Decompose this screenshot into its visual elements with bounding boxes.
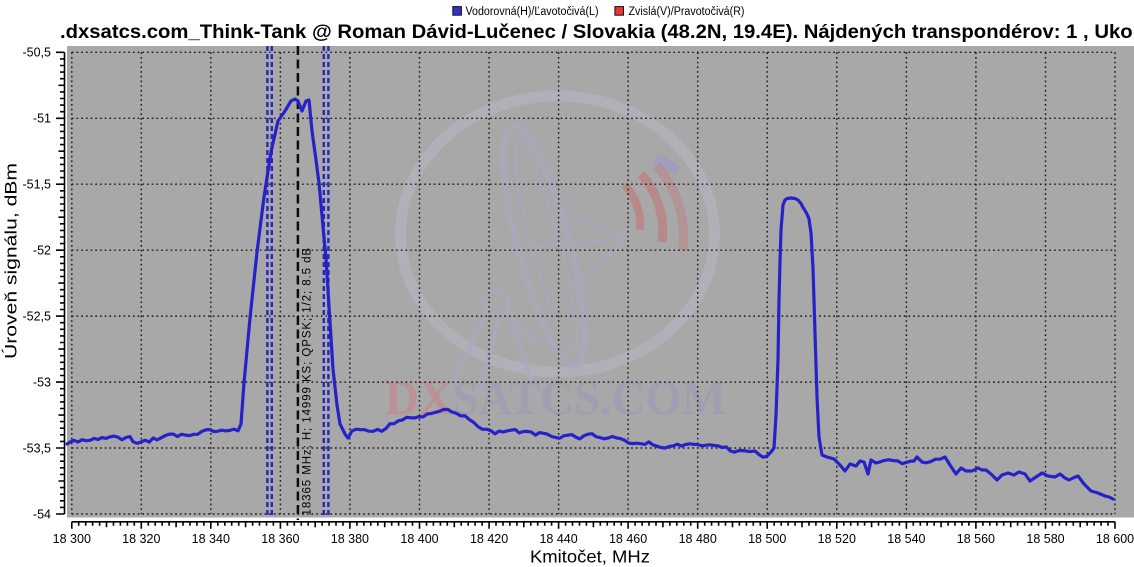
svg-text:18 460: 18 460 — [609, 532, 647, 546]
svg-text:-53: -53 — [33, 375, 51, 389]
svg-text:18 520: 18 520 — [818, 532, 856, 546]
svg-text:18 420: 18 420 — [470, 532, 508, 546]
svg-text:-52: -52 — [33, 244, 51, 258]
svg-text:18 500: 18 500 — [748, 532, 786, 546]
svg-text:.dxsatcs.com_Think-Tank @ Roma: .dxsatcs.com_Think-Tank @ Roman Dávid-Lu… — [60, 21, 1134, 43]
svg-text:18 380: 18 380 — [331, 532, 369, 546]
svg-text:Kmitočet, MHz: Kmitočet, MHz — [530, 547, 650, 567]
svg-text:18365 MHz; H; 14999 KS; QPSK;: 18365 MHz; H; 14999 KS; QPSK; 1/2; 8.5 d… — [302, 247, 314, 516]
svg-text:18 560: 18 560 — [957, 532, 995, 546]
svg-text:18 320: 18 320 — [122, 532, 160, 546]
svg-text:-52,5: -52,5 — [23, 309, 52, 323]
svg-text:18 580: 18 580 — [1026, 532, 1064, 546]
svg-text:18 400: 18 400 — [400, 532, 438, 546]
svg-text:-54: -54 — [33, 507, 51, 521]
svg-text:Zvislá(V)/Pravotočivá(R): Zvislá(V)/Pravotočivá(R) — [629, 6, 745, 18]
svg-text:18 600: 18 600 — [1096, 532, 1134, 546]
svg-text:18 540: 18 540 — [887, 532, 925, 546]
svg-text:-51,5: -51,5 — [23, 178, 52, 192]
svg-text:-53,5: -53,5 — [23, 441, 52, 455]
svg-text:18 440: 18 440 — [539, 532, 577, 546]
svg-text:18 360: 18 360 — [261, 532, 299, 546]
svg-text:DXSATCS.COM: DXSATCS.COM — [385, 370, 726, 425]
svg-text:18 340: 18 340 — [192, 532, 230, 546]
svg-text:-50,5: -50,5 — [23, 46, 52, 60]
svg-text:Úroveň signálu, dBm: Úroveň signálu, dBm — [2, 163, 21, 359]
svg-text:Vodorovná(H)/Ľavotočivá(L): Vodorovná(H)/Ľavotočivá(L) — [466, 6, 599, 18]
svg-text:18 480: 18 480 — [679, 532, 717, 546]
svg-text:18 300: 18 300 — [53, 532, 91, 546]
svg-text:-51: -51 — [33, 112, 51, 126]
